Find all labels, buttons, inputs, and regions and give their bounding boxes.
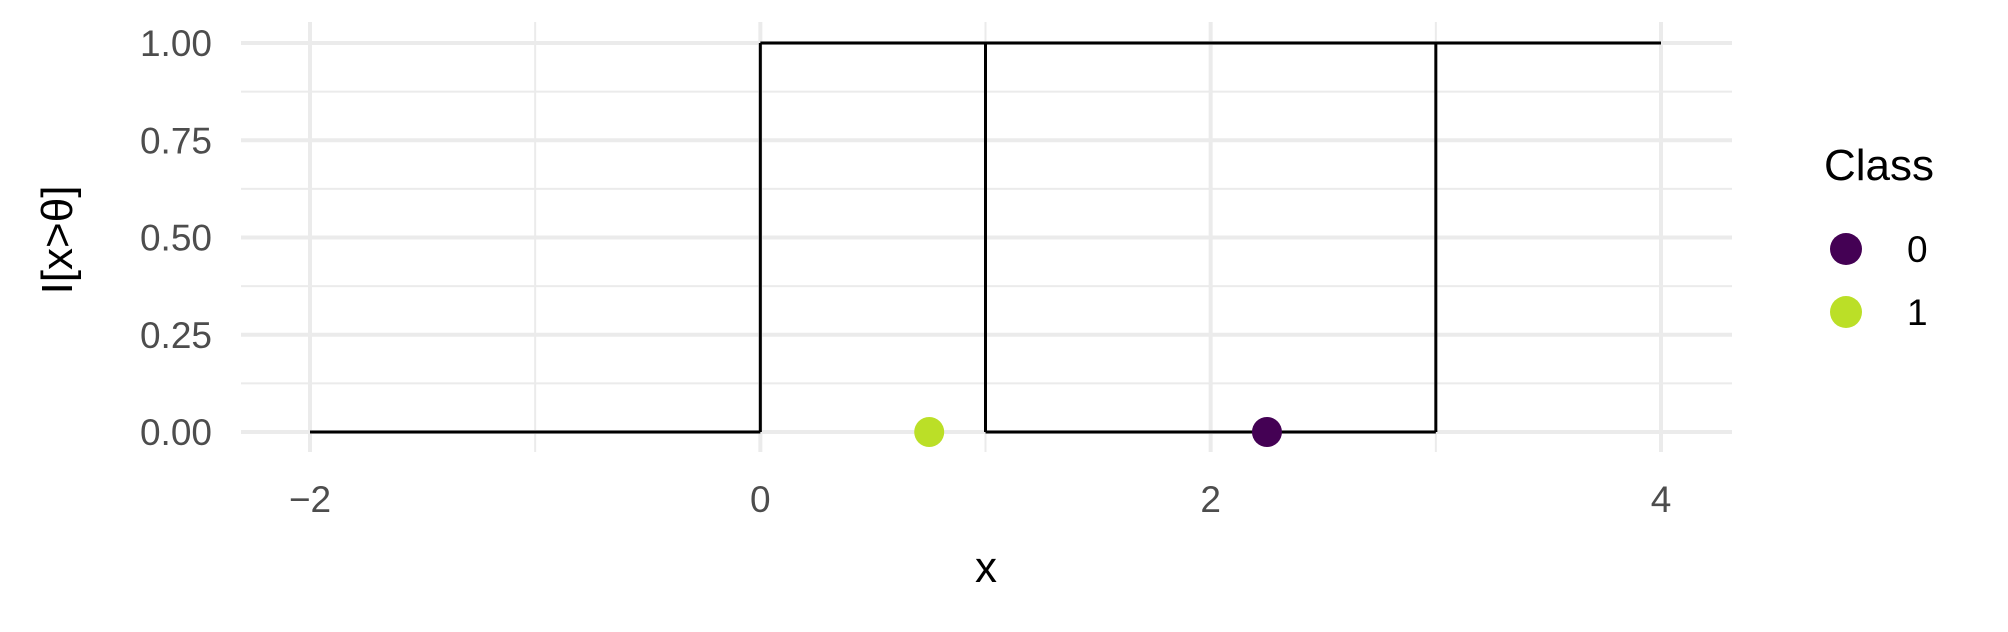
- x-tick-label: 4: [1651, 479, 1672, 520]
- legend: Class 01: [1824, 141, 1934, 333]
- legend-title: Class: [1824, 141, 1934, 190]
- x-tick-label: 2: [1200, 479, 1221, 520]
- legend-key-1: [1830, 296, 1862, 328]
- legend-key-0: [1830, 233, 1862, 265]
- data-point-class-0: [1251, 417, 1282, 447]
- y-tick-label: 1.00: [140, 23, 212, 64]
- y-axis-tick-labels: 0.00 0.25 0.50 0.75 1.00: [140, 23, 212, 453]
- legend-label-0: 0: [1907, 229, 1928, 270]
- legend-label-1: 1: [1907, 292, 1928, 333]
- x-axis-title: x: [975, 543, 997, 592]
- y-tick-label: 0.50: [140, 218, 212, 259]
- y-tick-label: 0.00: [140, 412, 212, 453]
- y-tick-label: 0.25: [140, 315, 212, 356]
- data-points: [914, 417, 1282, 447]
- y-axis-title: I[x>θ]: [33, 186, 82, 295]
- x-tick-label: 0: [750, 479, 771, 520]
- x-tick-label: −2: [289, 479, 331, 520]
- series-lines: [310, 41, 1661, 434]
- y-tick-label: 0.75: [140, 120, 212, 161]
- data-point-class-1: [914, 417, 945, 447]
- x-axis-tick-labels: −2 0 2 4: [289, 479, 1671, 520]
- legend-entries: 01: [1830, 229, 1928, 333]
